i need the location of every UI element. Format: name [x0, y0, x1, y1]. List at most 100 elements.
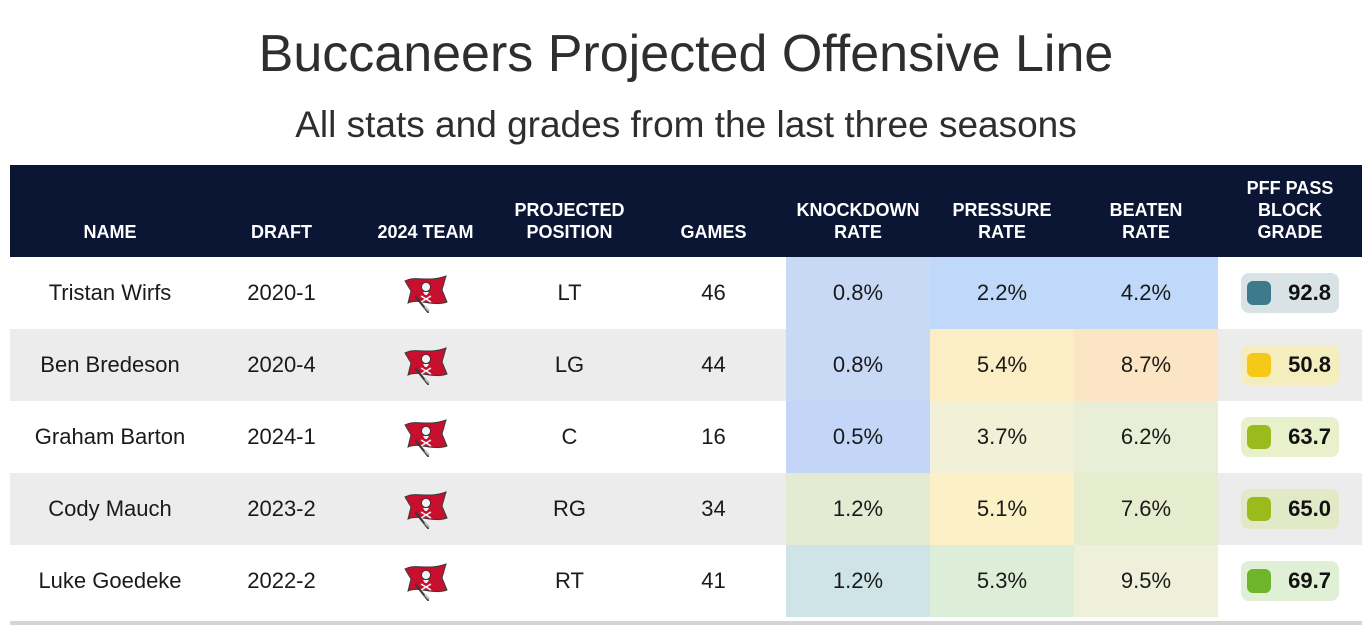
grade-color-swatch	[1247, 353, 1271, 377]
cell-name: Tristan Wirfs	[48, 280, 172, 305]
offensive-line-table: NAME DRAFT 2024 TEAM PROJECTED POSITION G…	[10, 165, 1362, 617]
cell-pass-block-grade: 92.8	[1218, 257, 1362, 329]
buccaneers-flag-logo-icon	[402, 561, 450, 601]
table-row-1: Tristan Wirfs 2020-1 LT 46 0.8% 2.2% 4.2…	[10, 257, 1362, 329]
grade-color-swatch	[1247, 281, 1271, 305]
cell-pass-block-grade: 50.8	[1218, 329, 1362, 401]
header-position-label-line2: POSITION	[526, 222, 613, 242]
header-name-label: NAME	[83, 222, 137, 242]
grade-color-swatch	[1247, 425, 1271, 449]
grade-pill: 65.0	[1241, 489, 1339, 529]
buccaneers-flag-logo-icon	[402, 273, 450, 313]
header-grade-label-line3: GRADE	[1257, 222, 1323, 242]
header-name: NAME	[10, 165, 210, 257]
grade-pill: 92.8	[1241, 273, 1339, 313]
header-pressure-label-line1: PRESSURE	[952, 200, 1052, 220]
grade-value: 69.7	[1288, 568, 1331, 593]
cell-pressure-rate: 2.2%	[930, 257, 1074, 329]
cell-position: RG	[553, 496, 586, 521]
cell-team	[353, 257, 498, 329]
header-draft: DRAFT	[210, 165, 353, 257]
cell-knockdown-rate: 1.2%	[786, 545, 930, 617]
cell-beaten-rate: 6.2%	[1074, 401, 1218, 473]
header-pass-block-grade: PFF PASS BLOCK GRADE	[1218, 165, 1362, 257]
table-bottom-rule	[10, 621, 1362, 625]
header-pressure-rate: PRESSURE RATE	[930, 165, 1074, 257]
cell-pressure-rate: 5.4%	[930, 329, 1074, 401]
header-beaten-label-line2: RATE	[1122, 222, 1170, 242]
grade-value: 65.0	[1288, 496, 1331, 521]
grade-pill: 63.7	[1241, 417, 1339, 457]
buccaneers-flag-logo-icon	[402, 417, 450, 457]
cell-beaten-rate: 7.6%	[1074, 473, 1218, 545]
cell-games: 16	[701, 424, 726, 449]
cell-knockdown-rate: 0.8%	[786, 329, 930, 401]
table-row-2: Ben Bredeson 2020-4 LG 44 0.8% 5.4% 8.7%	[10, 329, 1362, 401]
cell-games: 46	[701, 280, 726, 305]
table-header: NAME DRAFT 2024 TEAM PROJECTED POSITION G…	[10, 165, 1362, 257]
header-knockdown-label-line2: RATE	[834, 222, 882, 242]
cell-knockdown-rate: 1.2%	[786, 473, 930, 545]
cell-team	[353, 545, 498, 617]
buccaneers-flag-logo-icon	[402, 489, 450, 529]
header-position-label-line1: PROJECTED	[514, 200, 625, 220]
cell-pass-block-grade: 65.0	[1218, 473, 1362, 545]
cell-beaten-rate: 4.2%	[1074, 257, 1218, 329]
cell-pass-block-grade: 63.7	[1218, 401, 1362, 473]
header-games: GAMES	[641, 165, 786, 257]
cell-name: Cody Mauch	[48, 496, 172, 521]
grade-value: 92.8	[1288, 280, 1331, 305]
cell-draft: 2023-2	[247, 496, 316, 521]
cell-name: Graham Barton	[34, 424, 186, 449]
table-row-4: Cody Mauch 2023-2 RG 34 1.2% 5.1% 7.6%	[10, 473, 1362, 545]
grade-value: 50.8	[1288, 352, 1331, 377]
header-knockdown-rate: KNOCKDOWN RATE	[786, 165, 930, 257]
cell-position: C	[561, 424, 578, 449]
grade-pill: 50.8	[1241, 345, 1339, 385]
table-body: Tristan Wirfs 2020-1 LT 46 0.8% 2.2% 4.2…	[10, 257, 1362, 617]
cell-beaten-rate: 9.5%	[1074, 545, 1218, 617]
cell-games: 44	[701, 352, 726, 377]
header-team-label: 2024 TEAM	[377, 222, 474, 242]
cell-pass-block-grade: 69.7	[1218, 545, 1362, 617]
page-subtitle: All stats and grades from the last three…	[295, 104, 1077, 145]
grade-value: 63.7	[1288, 424, 1331, 449]
buccaneers-flag-logo-icon	[402, 345, 450, 385]
header-beaten-label-line1: BEATEN	[1109, 200, 1183, 220]
header-beaten-rate: BEATEN RATE	[1074, 165, 1218, 257]
cell-position: LG	[554, 352, 585, 377]
grade-color-swatch	[1247, 497, 1271, 521]
cell-beaten-rate: 8.7%	[1074, 329, 1218, 401]
cell-knockdown-rate: 0.5%	[786, 401, 930, 473]
cell-games: 34	[701, 496, 726, 521]
header-grade-label-line2: BLOCK	[1258, 200, 1322, 220]
cell-draft: 2020-4	[247, 352, 316, 377]
header-pressure-label-line2: RATE	[978, 222, 1026, 242]
table-row-5: Luke Goedeke 2022-2 RT 41 1.2% 5.3% 9.5%	[10, 545, 1362, 617]
cell-name: Ben Bredeson	[40, 352, 180, 377]
cell-position: RT	[555, 568, 584, 593]
cell-knockdown-rate: 0.8%	[786, 257, 930, 329]
cell-team	[353, 401, 498, 473]
header-grade-label-line1: PFF PASS	[1246, 178, 1334, 198]
grade-pill: 69.7	[1241, 561, 1339, 601]
cell-team	[353, 329, 498, 401]
cell-draft: 2020-1	[247, 280, 316, 305]
cell-draft: 2022-2	[247, 568, 316, 593]
header-knockdown-label-line1: KNOCKDOWN	[796, 200, 920, 220]
cell-games: 41	[701, 568, 726, 593]
table-row-3: Graham Barton 2024-1 C 16 0.5% 3.7% 6.2%	[10, 401, 1362, 473]
header-games-label: GAMES	[680, 222, 747, 242]
header-team: 2024 TEAM	[353, 165, 498, 257]
cell-draft: 2024-1	[247, 424, 316, 449]
header-position: PROJECTED POSITION	[498, 165, 641, 257]
header-draft-label: DRAFT	[251, 222, 312, 242]
cell-team	[353, 473, 498, 545]
cell-pressure-rate: 5.1%	[930, 473, 1074, 545]
cell-name: Luke Goedeke	[38, 568, 182, 593]
cell-position: LT	[557, 280, 582, 305]
grade-color-swatch	[1247, 569, 1271, 593]
cell-pressure-rate: 5.3%	[930, 545, 1074, 617]
page-title: Buccaneers Projected Offensive Line	[258, 25, 1114, 83]
cell-pressure-rate: 3.7%	[930, 401, 1074, 473]
